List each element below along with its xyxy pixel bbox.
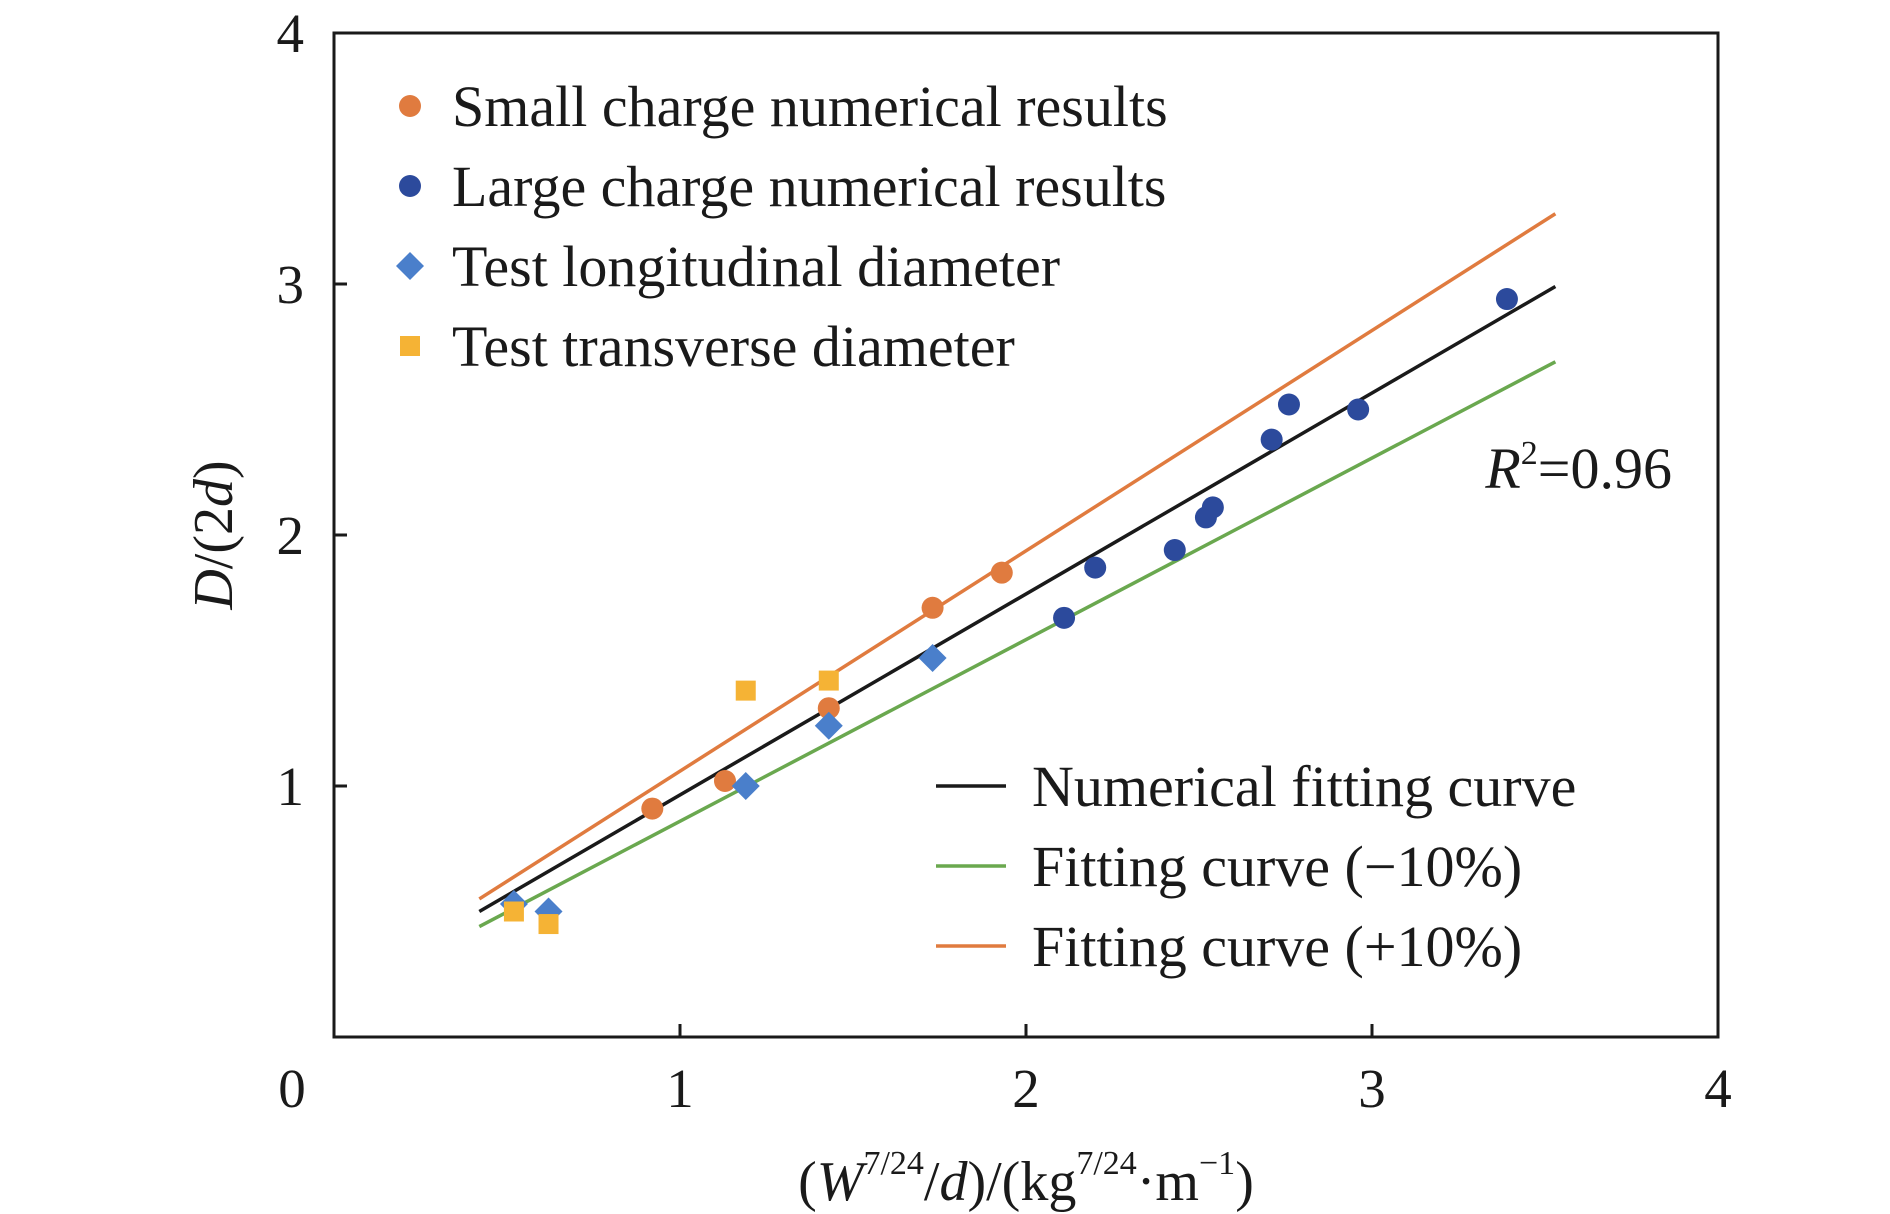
data-point bbox=[1084, 556, 1107, 579]
data-point bbox=[814, 711, 843, 740]
x-tick-label: 0 bbox=[278, 1058, 306, 1119]
legend-lines: Numerical fitting curve Fitting curve (−1… bbox=[936, 754, 1576, 979]
data-point bbox=[713, 769, 736, 792]
r-squared-annotation: R2=0.96 bbox=[1484, 435, 1672, 501]
x-tick-label: 4 bbox=[1704, 1058, 1732, 1119]
data-point bbox=[1201, 496, 1224, 519]
data-point bbox=[921, 596, 944, 619]
data-point bbox=[1495, 288, 1518, 311]
legend-markers: Small charge numerical results Large char… bbox=[396, 74, 1168, 379]
legend-label: Fitting curve (+10%) bbox=[1032, 914, 1522, 979]
x-axis-label: (W7/24/d)/(kg7/24·m−1) bbox=[798, 1145, 1254, 1213]
legend-label: Numerical fitting curve bbox=[1032, 754, 1576, 819]
data-point bbox=[918, 643, 947, 672]
y-axis-ticks: 1 2 3 4 bbox=[277, 3, 347, 817]
data-point bbox=[817, 697, 840, 720]
data-point bbox=[641, 797, 664, 820]
x-axis-ticks: 0 1 2 3 4 bbox=[278, 1024, 1732, 1119]
legend-label: Large charge numerical results bbox=[452, 154, 1167, 219]
legend-label: Small charge numerical results bbox=[452, 74, 1168, 139]
fit-line bbox=[478, 360, 1557, 929]
data-point bbox=[990, 561, 1013, 584]
data-point bbox=[735, 680, 756, 701]
y-tick-label: 3 bbox=[277, 254, 305, 315]
data-points bbox=[499, 288, 1518, 935]
legend-marker bbox=[396, 252, 424, 280]
data-point bbox=[1260, 428, 1283, 451]
x-tick-label: 3 bbox=[1358, 1058, 1386, 1119]
fit-line bbox=[478, 212, 1557, 901]
legend-label: Fitting curve (−10%) bbox=[1032, 834, 1522, 899]
data-point bbox=[1163, 539, 1186, 562]
y-tick-label: 1 bbox=[277, 756, 305, 817]
legend-label: Test longitudinal diameter bbox=[452, 234, 1060, 299]
data-point bbox=[818, 670, 839, 691]
data-point bbox=[1347, 398, 1370, 421]
legend-marker bbox=[399, 95, 421, 117]
data-point bbox=[1053, 606, 1076, 629]
data-point bbox=[731, 772, 760, 800]
x-tick-label: 1 bbox=[666, 1058, 694, 1119]
y-tick-label: 4 bbox=[277, 3, 305, 64]
x-tick-label: 2 bbox=[1012, 1058, 1040, 1119]
data-point bbox=[503, 901, 524, 922]
legend-label: Test transverse diameter bbox=[452, 314, 1015, 379]
legend-marker bbox=[400, 336, 420, 356]
data-point bbox=[538, 914, 559, 935]
legend-marker bbox=[399, 175, 421, 197]
y-tick-label: 2 bbox=[277, 505, 305, 566]
y-axis-label: D/(2d) bbox=[183, 460, 245, 610]
data-point bbox=[1277, 393, 1300, 416]
